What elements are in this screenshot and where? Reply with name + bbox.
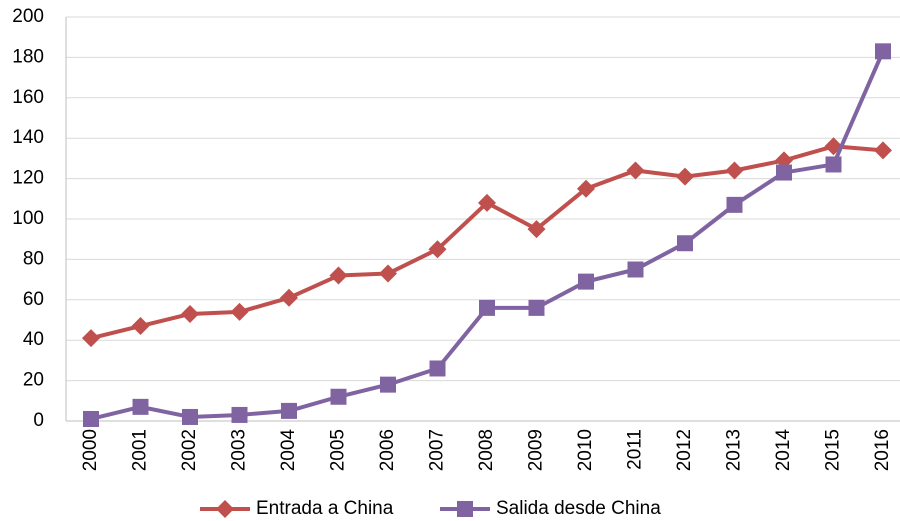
x-tick-label: 2002 <box>179 429 200 471</box>
diamond-marker <box>280 288 298 307</box>
square-marker <box>83 410 99 427</box>
square-marker <box>825 156 842 173</box>
y-tick-label: 200 <box>12 6 44 27</box>
x-tick-label: 2015 <box>823 429 844 471</box>
square-marker <box>330 388 347 405</box>
legend-marker <box>216 500 234 518</box>
x-tick-label: 2013 <box>724 429 745 471</box>
y-tick-label: 20 <box>23 370 44 391</box>
diamond-marker <box>577 179 595 198</box>
square-marker <box>132 398 149 415</box>
diamond-marker <box>428 240 447 259</box>
diamond-marker <box>181 304 199 323</box>
x-tick-label: 2016 <box>872 429 893 471</box>
legend-marker <box>457 501 473 517</box>
legend-label: Entrada a China <box>256 498 394 519</box>
x-tick-label: 2003 <box>229 429 250 471</box>
x-tick-label: 2007 <box>427 429 448 471</box>
y-tick-label: 120 <box>12 168 44 189</box>
diamond-marker <box>527 220 546 239</box>
square-marker <box>578 273 594 290</box>
square-marker <box>281 402 297 419</box>
square-marker <box>380 376 396 393</box>
y-tick-label: 40 <box>23 329 44 350</box>
x-tick-label: 2008 <box>476 429 497 471</box>
x-tick-label: 2010 <box>575 429 596 471</box>
diamond-marker <box>131 317 150 336</box>
x-tick-label: 2000 <box>80 429 101 471</box>
square-marker <box>429 360 446 377</box>
square-marker <box>528 299 545 316</box>
series-line <box>90 50 885 421</box>
x-tick-label: 2011 <box>625 429 646 470</box>
square-marker <box>627 261 644 278</box>
x-tick-label: 2005 <box>328 429 349 471</box>
y-tick-label: 160 <box>12 87 44 108</box>
y-tick-label: 60 <box>23 289 44 310</box>
square-marker <box>776 164 792 181</box>
diamond-marker <box>230 302 249 321</box>
y-tick-label: 80 <box>23 248 44 269</box>
y-tick-label: 180 <box>12 46 44 67</box>
x-tick-label: 2009 <box>526 429 547 471</box>
diamond-marker <box>874 141 892 160</box>
x-tick-label: 2001 <box>130 429 151 471</box>
legend-label: Salida desde China <box>496 498 661 519</box>
square-marker <box>875 43 891 60</box>
square-marker <box>231 406 248 423</box>
x-tick-label: 2012 <box>674 429 695 471</box>
diamond-marker <box>82 329 100 348</box>
diamond-marker <box>725 161 744 180</box>
x-tick-label: 2004 <box>278 429 299 472</box>
diamond-marker <box>676 167 694 186</box>
x-tick-label: 2006 <box>377 429 398 471</box>
square-marker <box>677 235 693 252</box>
square-marker <box>479 299 495 316</box>
y-tick-label: 140 <box>12 127 44 148</box>
diamond-marker <box>329 266 348 285</box>
y-tick-label: 0 <box>33 410 44 431</box>
diamond-marker <box>626 161 645 180</box>
x-tick-label: 2014 <box>773 429 794 472</box>
y-tick-label: 100 <box>12 208 44 229</box>
square-marker <box>726 196 743 213</box>
square-marker <box>182 408 198 425</box>
diamond-marker <box>478 193 496 212</box>
diamond-marker <box>379 264 397 283</box>
